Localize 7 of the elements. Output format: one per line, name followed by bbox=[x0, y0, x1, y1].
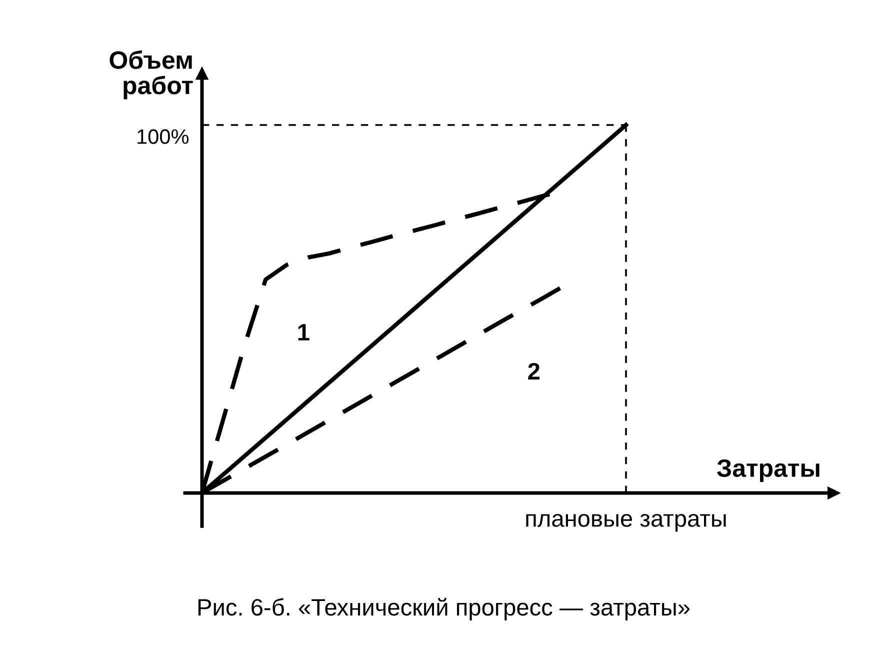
ref-line-label: 100% bbox=[138, 129, 189, 144]
text: 2 bbox=[528, 362, 540, 380]
series-label: 1 bbox=[298, 324, 310, 340]
y-axis-title: Объем работ bbox=[110, 50, 193, 100]
text: плановые затраты bbox=[526, 514, 726, 532]
text: Рис. 6-б. «Технический прогресс — затраты» bbox=[198, 598, 690, 620]
x-axis-title: Затраты bbox=[717, 459, 820, 482]
